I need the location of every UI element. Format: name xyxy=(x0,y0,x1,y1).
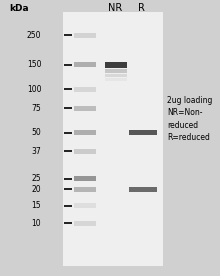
Bar xyxy=(104,78,127,81)
Bar xyxy=(129,187,157,192)
Text: 50: 50 xyxy=(31,128,41,137)
Bar xyxy=(63,12,163,267)
Text: 150: 150 xyxy=(27,60,41,69)
Text: 25: 25 xyxy=(32,174,41,183)
Bar xyxy=(74,33,96,38)
Text: 75: 75 xyxy=(31,104,41,113)
Bar xyxy=(74,203,96,208)
Text: 100: 100 xyxy=(27,85,41,94)
Bar xyxy=(74,87,96,92)
Bar xyxy=(74,149,96,154)
Bar xyxy=(129,129,157,136)
Text: NR: NR xyxy=(108,3,122,14)
Text: 2ug loading
NR=Non-
reduced
R=reduced: 2ug loading NR=Non- reduced R=reduced xyxy=(167,96,212,142)
Bar xyxy=(74,176,96,181)
Bar xyxy=(74,62,96,67)
Bar xyxy=(74,221,96,225)
Text: R: R xyxy=(138,3,145,14)
Bar xyxy=(104,73,127,77)
Text: 20: 20 xyxy=(32,185,41,194)
Text: 37: 37 xyxy=(31,147,41,156)
Bar xyxy=(74,187,96,192)
Bar xyxy=(104,69,127,73)
Bar xyxy=(74,106,96,111)
Text: 15: 15 xyxy=(32,201,41,210)
Text: kDa: kDa xyxy=(9,4,29,14)
Text: 250: 250 xyxy=(27,31,41,39)
Text: 10: 10 xyxy=(32,219,41,228)
Bar xyxy=(104,62,127,68)
Bar xyxy=(74,130,96,135)
